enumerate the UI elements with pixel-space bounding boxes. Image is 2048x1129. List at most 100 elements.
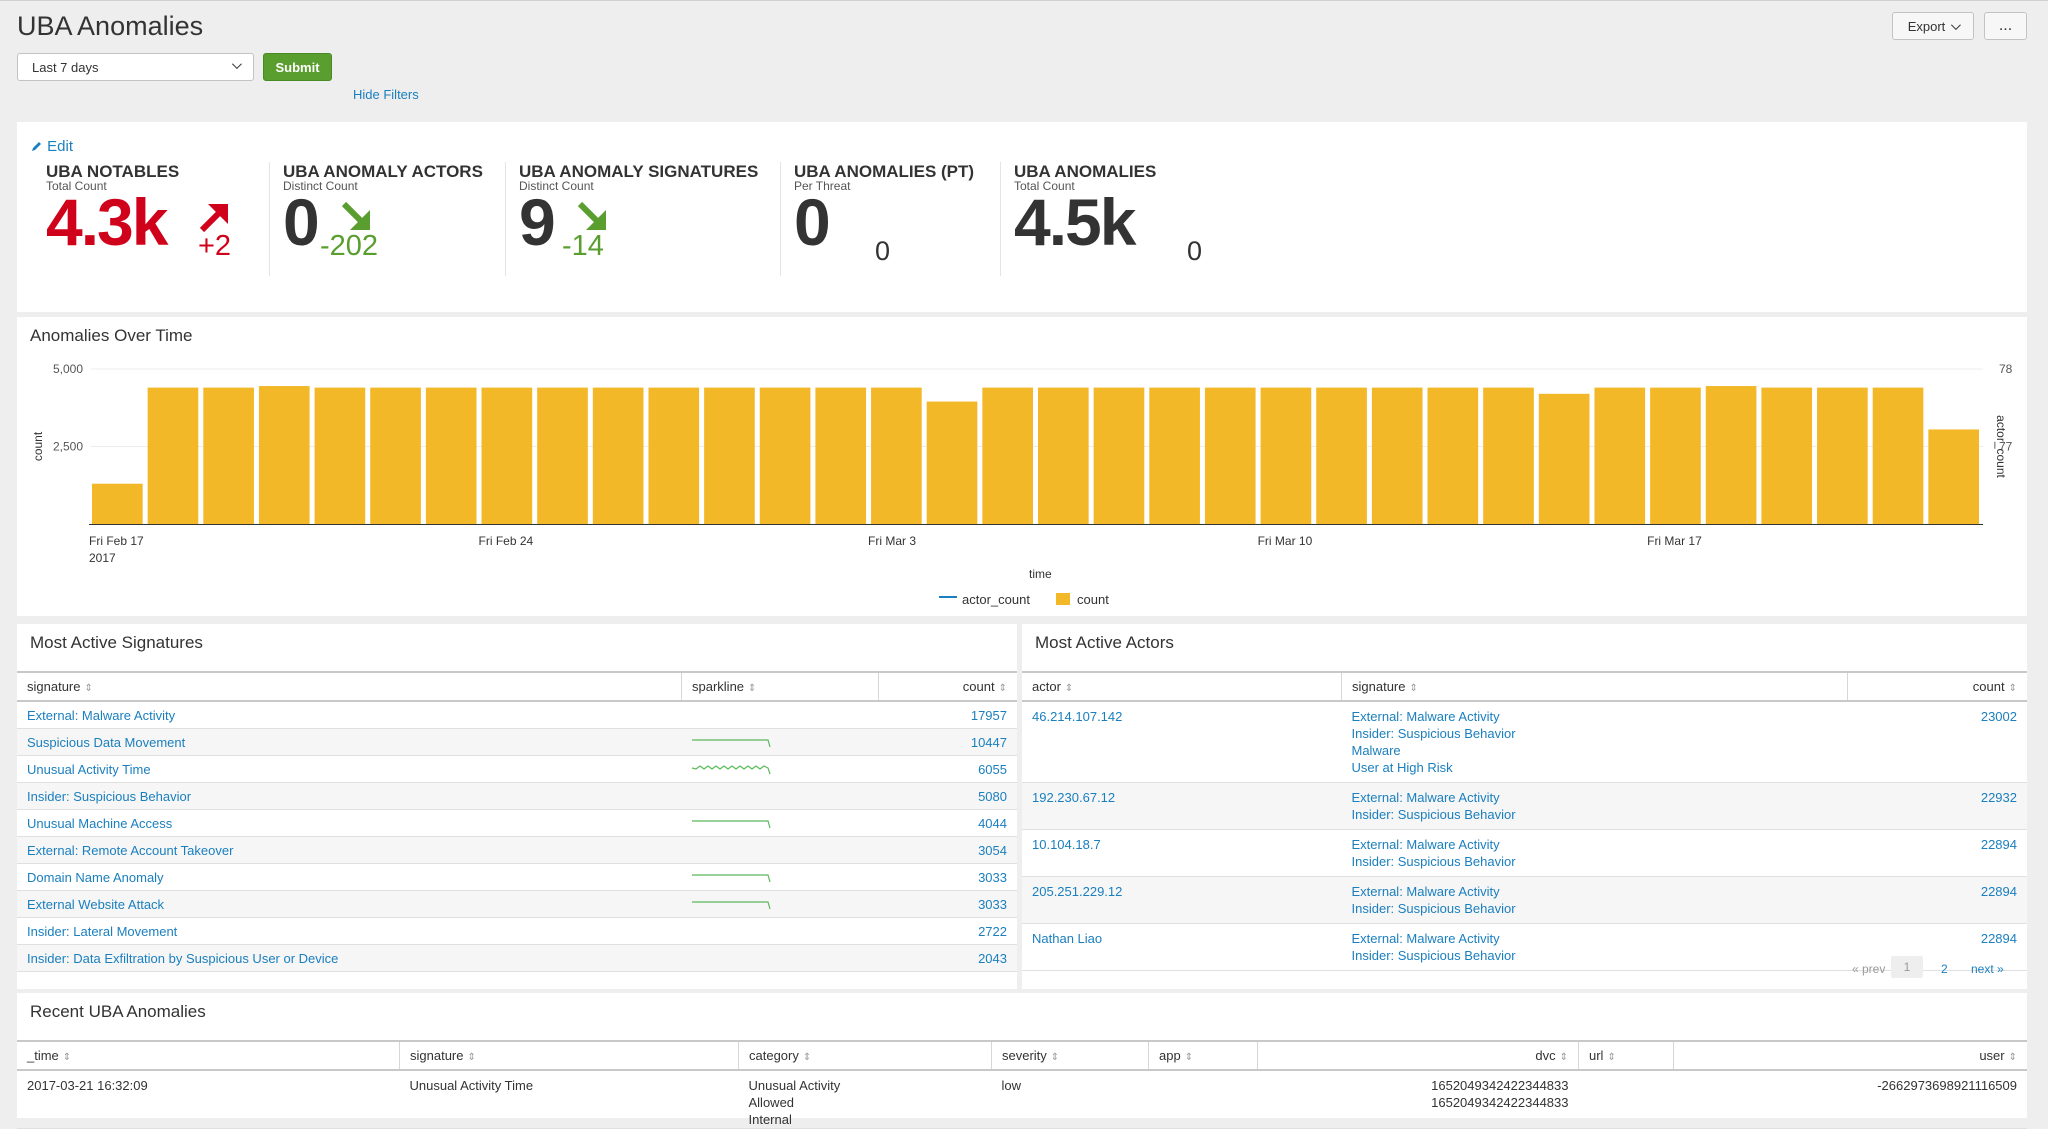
actor-link[interactable]: Nathan Liao bbox=[1032, 931, 1103, 946]
bar[interactable] bbox=[1149, 387, 1200, 524]
bar[interactable] bbox=[1316, 387, 1367, 524]
bar[interactable] bbox=[1817, 387, 1868, 524]
submit-button[interactable]: Submit bbox=[263, 53, 332, 81]
bar[interactable] bbox=[92, 483, 143, 524]
more-actions-button[interactable]: ... bbox=[1984, 12, 2027, 40]
signature-link[interactable]: External: Remote Account Takeover bbox=[27, 842, 234, 858]
pager-prev[interactable]: « prev bbox=[1852, 962, 1886, 976]
signature-link[interactable]: Domain Name Anomaly bbox=[27, 869, 164, 885]
count-link[interactable]: 3033 bbox=[978, 869, 1007, 885]
bar[interactable] bbox=[537, 387, 588, 524]
bar[interactable] bbox=[1650, 387, 1701, 524]
bar[interactable] bbox=[1427, 387, 1479, 524]
edit-link[interactable]: Edit bbox=[31, 138, 73, 155]
count-link[interactable]: 22894 bbox=[1980, 837, 2017, 852]
signature-link[interactable]: External: Malware Activity bbox=[27, 707, 176, 723]
column-header-actor[interactable]: actor ⇕ bbox=[1022, 671, 1342, 702]
bar[interactable] bbox=[258, 386, 310, 524]
column-header-signature[interactable]: signature ⇕ bbox=[1341, 671, 1848, 702]
count-link[interactable]: 2043 bbox=[978, 950, 1007, 966]
column-header-category[interactable]: category ⇕ bbox=[738, 1040, 992, 1071]
bar[interactable] bbox=[1260, 387, 1312, 524]
column-header-app[interactable]: app ⇕ bbox=[1148, 1040, 1258, 1071]
bar[interactable] bbox=[1204, 387, 1256, 524]
bar[interactable] bbox=[1093, 387, 1145, 524]
bar[interactable] bbox=[1594, 387, 1646, 524]
bar[interactable] bbox=[1761, 387, 1813, 524]
column-header-url[interactable]: url ⇕ bbox=[1578, 1040, 1674, 1071]
legend-actor-count[interactable]: actor_count bbox=[962, 592, 1030, 607]
bar[interactable] bbox=[759, 387, 811, 524]
export-button[interactable]: Export bbox=[1892, 12, 1974, 40]
hide-filters-link[interactable]: Hide Filters bbox=[353, 87, 419, 102]
bar[interactable] bbox=[1872, 387, 1924, 524]
actor-link[interactable]: 46.214.107.142 bbox=[1032, 709, 1123, 724]
signature-link[interactable]: Insider: Suspicious Behavior bbox=[1351, 948, 1516, 963]
column-header-signature[interactable]: signature ⇕ bbox=[17, 671, 682, 702]
count-link[interactable]: 10447 bbox=[970, 734, 1007, 750]
bar[interactable] bbox=[425, 387, 477, 524]
signature-link[interactable]: Insider: Suspicious Behavior bbox=[1351, 807, 1516, 822]
count-link[interactable]: 3033 bbox=[978, 896, 1007, 912]
column-header-user[interactable]: user ⇕ bbox=[1673, 1040, 2027, 1071]
bar[interactable] bbox=[648, 387, 700, 524]
bar[interactable] bbox=[704, 387, 755, 524]
column-header-count[interactable]: count ⇕ bbox=[1847, 671, 2027, 702]
signature-link[interactable]: Suspicious Data Movement bbox=[27, 734, 186, 750]
bar[interactable] bbox=[370, 387, 421, 524]
bar[interactable] bbox=[1371, 387, 1423, 524]
bar[interactable] bbox=[203, 387, 254, 524]
bar[interactable] bbox=[147, 387, 199, 524]
bar[interactable] bbox=[871, 387, 922, 524]
pager-next[interactable]: next » bbox=[1971, 962, 2004, 976]
bar[interactable] bbox=[481, 387, 533, 524]
column-header-dvc[interactable]: dvc ⇕ bbox=[1257, 1040, 1579, 1071]
signature-link[interactable]: Insider: Suspicious Behavior bbox=[1351, 726, 1516, 741]
signature-link[interactable]: External: Malware Activity bbox=[1351, 790, 1500, 805]
bar[interactable] bbox=[592, 387, 644, 524]
actor-link[interactable]: 192.230.67.12 bbox=[1032, 790, 1116, 805]
signature-link[interactable]: External: Malware Activity bbox=[1351, 837, 1500, 852]
count-link[interactable]: 6055 bbox=[978, 761, 1007, 777]
signature-link[interactable]: External: Malware Activity bbox=[1351, 884, 1500, 899]
count-link[interactable]: 2722 bbox=[978, 923, 1007, 939]
bar[interactable] bbox=[1928, 429, 1979, 524]
pager-page-1[interactable]: 1 bbox=[1891, 956, 1923, 978]
bar[interactable] bbox=[1538, 393, 1590, 524]
signature-link[interactable]: Insider: Lateral Movement bbox=[27, 923, 178, 939]
bar[interactable] bbox=[1483, 387, 1534, 524]
signature-link[interactable]: Unusual Activity Time bbox=[27, 761, 151, 777]
count-link[interactable]: 22894 bbox=[1980, 884, 2017, 899]
column-header-time[interactable]: _time ⇕ bbox=[17, 1040, 400, 1071]
time-range-select[interactable]: Last 7 days bbox=[17, 53, 254, 81]
bar[interactable] bbox=[314, 387, 366, 524]
signature-link[interactable]: External: Malware Activity bbox=[1351, 709, 1500, 724]
actor-link[interactable]: 10.104.18.7 bbox=[1032, 837, 1101, 852]
column-header-severity[interactable]: severity ⇕ bbox=[991, 1040, 1149, 1071]
signature-link[interactable]: Insider: Suspicious Behavior bbox=[1351, 854, 1516, 869]
signature-link[interactable]: Insider: Suspicious Behavior bbox=[1351, 901, 1516, 916]
bar[interactable] bbox=[1038, 387, 1089, 524]
count-link[interactable]: 3054 bbox=[978, 842, 1007, 858]
bar[interactable] bbox=[926, 401, 978, 524]
bar[interactable] bbox=[982, 387, 1033, 524]
legend-count[interactable]: count bbox=[1077, 592, 1109, 607]
signature-link[interactable]: User at High Risk bbox=[1351, 760, 1453, 775]
column-header-signature[interactable]: signature ⇕ bbox=[399, 1040, 739, 1071]
signature-link[interactable]: Insider: Suspicious Behavior bbox=[27, 788, 192, 804]
count-link[interactable]: 4044 bbox=[978, 815, 1007, 831]
signature-link[interactable]: External: Malware Activity bbox=[1351, 931, 1500, 946]
count-link[interactable]: 22894 bbox=[1980, 931, 2017, 946]
actor-link[interactable]: 205.251.229.12 bbox=[1032, 884, 1123, 899]
signature-link[interactable]: Unusual Machine Access bbox=[27, 815, 173, 831]
bar[interactable] bbox=[1705, 386, 1757, 524]
signature-link[interactable]: External Website Attack bbox=[27, 896, 165, 912]
signature-link[interactable]: Insider: Data Exfiltration by Suspicious… bbox=[27, 950, 339, 966]
count-link[interactable]: 22932 bbox=[1980, 790, 2017, 805]
column-header-sparkline[interactable]: sparkline ⇕ bbox=[681, 671, 879, 702]
bar[interactable] bbox=[815, 387, 867, 524]
count-link[interactable]: 5080 bbox=[978, 788, 1007, 804]
signature-link[interactable]: Malware bbox=[1351, 743, 1401, 758]
count-link[interactable]: 23002 bbox=[1980, 709, 2017, 724]
count-link[interactable]: 17957 bbox=[970, 707, 1007, 723]
